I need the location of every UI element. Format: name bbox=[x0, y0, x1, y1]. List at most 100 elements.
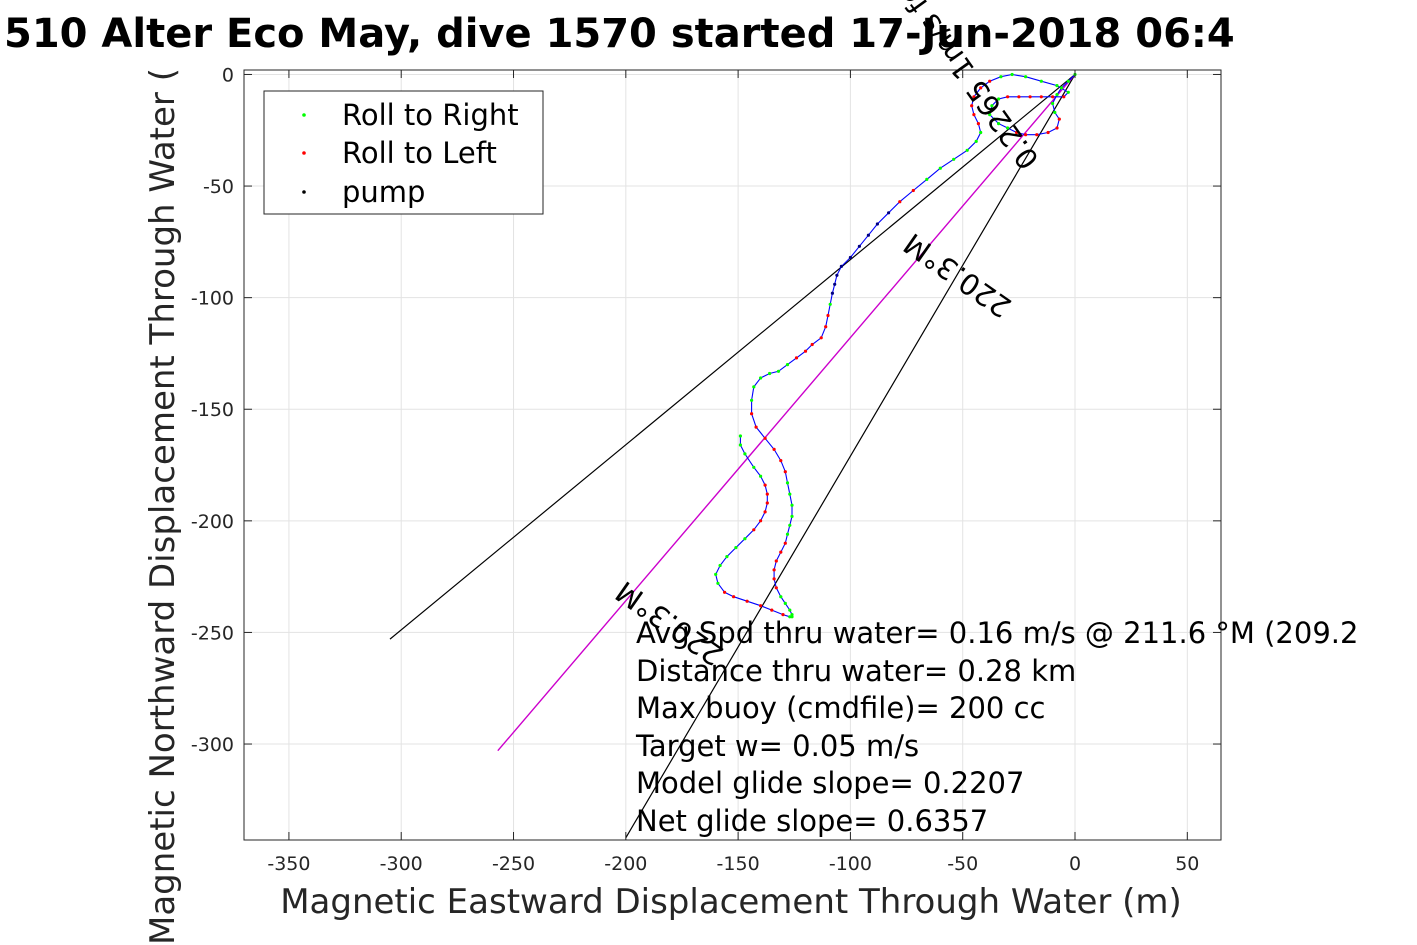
pump-marker bbox=[833, 282, 837, 286]
roll-left-marker bbox=[794, 356, 799, 360]
roll-left-marker bbox=[779, 550, 783, 554]
roll-left-marker bbox=[763, 436, 767, 440]
roll-right-marker bbox=[738, 443, 743, 447]
roll-right-marker bbox=[759, 474, 763, 478]
x-tick-label: -250 bbox=[492, 853, 535, 875]
heading-vector bbox=[497, 74, 1076, 752]
roll-left-marker bbox=[765, 492, 769, 496]
pump-marker bbox=[835, 273, 839, 277]
plot-frame bbox=[243, 69, 1222, 841]
roll-left-marker bbox=[824, 325, 828, 329]
roll-right-marker bbox=[785, 532, 790, 536]
legend-box bbox=[263, 90, 544, 215]
roll-left-marker bbox=[1051, 95, 1055, 99]
y-tick-label: 0 bbox=[222, 64, 234, 86]
roll-left-marker bbox=[1046, 130, 1050, 135]
roll-right-marker bbox=[974, 139, 978, 143]
roll-left-marker bbox=[774, 586, 778, 590]
roll-right-marker bbox=[759, 376, 763, 380]
roll-right-marker bbox=[992, 117, 996, 121]
stat-max-buoy: Max buoy (cmdfile)= 200 cc bbox=[636, 691, 1045, 725]
stat-net-glide: Net glide slope= 0.6357 bbox=[636, 804, 988, 838]
roll-left-marker bbox=[759, 604, 763, 608]
roll-left-marker bbox=[979, 86, 983, 90]
roll-right-marker bbox=[750, 398, 754, 402]
roll-left-marker bbox=[1057, 117, 1061, 121]
roll-right-marker bbox=[725, 555, 729, 559]
x-axis-label: Magnetic Eastward Displacement Through W… bbox=[280, 882, 1182, 922]
roll-right-marker bbox=[788, 608, 792, 612]
roll-right-marker bbox=[990, 104, 994, 108]
roll-right-marker bbox=[1051, 101, 1055, 106]
x-tick-label: -150 bbox=[717, 853, 760, 875]
y-tick-label: -250 bbox=[191, 622, 234, 644]
roll-right-marker bbox=[1055, 84, 1059, 88]
stat-distance: Distance thru water= 0.28 km bbox=[636, 654, 1076, 688]
roll-right-marker bbox=[718, 563, 722, 568]
stat-avg-speed: Avg Spd thru water= 0.16 m/s @ 211.6 °M … bbox=[636, 616, 1358, 650]
roll-left-marker bbox=[1062, 95, 1066, 99]
roll-right-marker bbox=[790, 615, 794, 619]
legend-label-roll-left: Roll to Left bbox=[342, 136, 497, 170]
roll-right-marker bbox=[752, 385, 756, 389]
roll-right-marker bbox=[1039, 79, 1043, 83]
y-tick-label: -50 bbox=[203, 176, 234, 198]
roll-right-marker bbox=[716, 581, 720, 585]
y-tick-label: -100 bbox=[191, 288, 234, 310]
roll-right-marker bbox=[788, 615, 792, 619]
roll-right-marker bbox=[743, 452, 747, 456]
roll-left-marker bbox=[763, 483, 767, 487]
x-tick-label: -100 bbox=[829, 853, 872, 875]
roll-right-marker bbox=[938, 166, 942, 170]
roll-left-marker bbox=[972, 95, 976, 99]
roll-right-marker bbox=[768, 371, 772, 376]
roll-left-marker bbox=[772, 447, 776, 451]
roll-left-marker bbox=[970, 104, 974, 108]
pump-marker bbox=[848, 255, 853, 260]
roll-right-marker bbox=[743, 537, 747, 541]
roll-right-marker bbox=[979, 130, 983, 135]
cone-lines bbox=[389, 74, 1076, 839]
roll-left-marker bbox=[1055, 126, 1059, 130]
roll-right-marker bbox=[1066, 90, 1070, 94]
roll-left-marker bbox=[765, 501, 769, 505]
roll-left-marker bbox=[754, 425, 758, 429]
roll-left-marker bbox=[774, 559, 778, 563]
roll-right-marker bbox=[1053, 110, 1057, 114]
x-tick-label: -200 bbox=[604, 853, 647, 875]
roll-left-marker bbox=[976, 122, 981, 126]
roll-right-marker bbox=[790, 613, 794, 617]
roll-left-marker bbox=[1028, 95, 1032, 99]
legend: Roll to Right Roll to Left pump bbox=[263, 90, 544, 215]
roll-right-marker bbox=[1055, 93, 1059, 97]
roll-right-marker bbox=[779, 595, 783, 599]
roll-left-marker bbox=[752, 528, 756, 532]
roll-right-marker bbox=[783, 601, 787, 606]
stats-block: Avg Spd thru water= 0.16 m/s @ 211.6 °M … bbox=[635, 616, 1358, 838]
roll-left-marker bbox=[972, 113, 976, 117]
stat-target-w: Target w= 0.05 m/s bbox=[635, 729, 919, 763]
roll-left-marker bbox=[1024, 133, 1028, 137]
roll-right-marker bbox=[988, 113, 992, 117]
roll-right-marker bbox=[828, 302, 832, 306]
pump-marker bbox=[857, 244, 862, 248]
x-tick-label: 0 bbox=[1069, 853, 1081, 875]
pump-marker bbox=[887, 211, 891, 215]
roll-right-marker bbox=[788, 523, 792, 527]
roll-right-marker bbox=[925, 177, 929, 181]
x-tick-label: -300 bbox=[380, 853, 423, 875]
chart-title: 510 Alter Eco May, dive 1570 started 17-… bbox=[4, 11, 1235, 57]
stat-model-glide: Model glide slope= 0.2207 bbox=[636, 766, 1024, 800]
roll-left-marker bbox=[732, 595, 736, 599]
roll-left-marker bbox=[810, 342, 814, 347]
x-axis-ticks: -350 -300 -250 -200 -150 -100 -50 0 50 bbox=[267, 70, 1199, 875]
roll-right-marker bbox=[1024, 75, 1028, 79]
roll-left-marker bbox=[745, 599, 749, 603]
roll-left-marker bbox=[750, 412, 754, 416]
roll-left-marker bbox=[911, 188, 915, 193]
roll-left-marker bbox=[759, 519, 763, 523]
roll-left-marker bbox=[763, 510, 767, 514]
roll-right-marker bbox=[1006, 126, 1010, 130]
roll-right-marker bbox=[776, 369, 781, 373]
roll-left-marker bbox=[772, 577, 776, 581]
